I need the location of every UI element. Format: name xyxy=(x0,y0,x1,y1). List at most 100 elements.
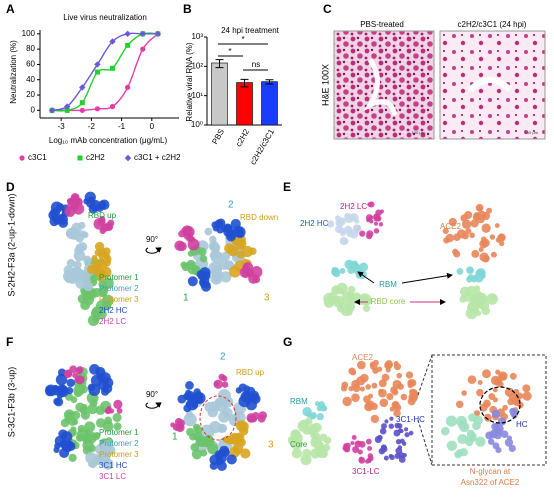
density-blob xyxy=(64,272,75,284)
density-blob xyxy=(53,446,60,454)
density-blob xyxy=(193,425,203,435)
density-blob xyxy=(230,218,241,230)
density-blob xyxy=(397,445,403,450)
density-blob xyxy=(213,381,220,387)
density-blob xyxy=(193,392,206,405)
panel-d: S-2H2-F3a (2-up-1-down) RBD up 90° RBD d… xyxy=(6,193,278,326)
density-blob xyxy=(191,402,199,409)
label: RBM xyxy=(379,280,397,289)
density-blob xyxy=(65,440,74,450)
density-blob xyxy=(58,429,68,439)
density-blob xyxy=(440,426,450,436)
density-blob xyxy=(68,228,76,236)
density-blob xyxy=(495,237,502,243)
density-blob xyxy=(102,277,114,289)
density-blob xyxy=(100,452,111,463)
density-blob xyxy=(490,251,497,258)
label: 2H2 HC xyxy=(300,219,329,228)
marker xyxy=(125,42,131,48)
panel-g xyxy=(417,354,547,466)
density-blob xyxy=(309,431,317,439)
density-blob xyxy=(339,236,348,246)
density-blob xyxy=(323,436,332,445)
density-blob xyxy=(75,375,85,385)
density-blob xyxy=(85,431,98,444)
legend-entry: 3C1 HC xyxy=(99,461,128,470)
density-blob xyxy=(249,247,257,255)
density-blob xyxy=(475,310,482,317)
x-tick-label: PBS xyxy=(210,128,226,146)
y-tick-label: 10¹ xyxy=(191,91,203,100)
density-blob xyxy=(103,258,112,267)
density-blob xyxy=(466,285,477,297)
density-blob xyxy=(354,440,362,448)
density-blob xyxy=(66,258,76,268)
density-blob xyxy=(356,360,366,370)
density-blob xyxy=(453,233,461,241)
structure-title: S-3C1-F3b (3-up) xyxy=(6,367,16,438)
density-blob xyxy=(410,388,418,396)
density-blob xyxy=(394,453,401,459)
density-blob xyxy=(468,267,474,274)
density-blob xyxy=(365,438,372,445)
legend-entry: c2H2 xyxy=(86,153,105,162)
image-title: c2H2/c3C1 (24 hpi) xyxy=(458,20,527,29)
density-blob xyxy=(327,220,335,228)
density-blob xyxy=(388,423,394,429)
density-blob xyxy=(56,203,64,211)
density-blob xyxy=(379,398,389,408)
density-blob xyxy=(189,432,197,441)
density-blob xyxy=(347,285,356,294)
legend-entry: Protomer 3 xyxy=(99,295,139,304)
panel-c: PBS-treated c2H2/c3C1 (24 hpi) H&E 100X … xyxy=(320,20,546,140)
density-blob xyxy=(398,456,406,463)
density-blob xyxy=(212,224,220,232)
density-blob xyxy=(395,438,402,445)
x-tick-label: c2H2/c3C1 xyxy=(248,127,276,166)
density-blob xyxy=(209,454,220,466)
density-blob xyxy=(311,437,319,444)
panel-a: Live virus neutralization Neutralization… xyxy=(9,13,181,162)
density-blob xyxy=(407,397,416,406)
density-blob xyxy=(408,430,414,436)
marker xyxy=(94,69,100,75)
density-blob xyxy=(215,219,223,227)
density-blob xyxy=(400,393,408,401)
density-blob xyxy=(88,384,101,396)
protomer-number: 2 xyxy=(220,352,226,363)
density-blob xyxy=(460,214,468,222)
density-blob xyxy=(384,360,394,369)
marker xyxy=(94,106,101,112)
density-blob xyxy=(221,381,229,388)
inset-frame xyxy=(431,354,547,466)
density-blob xyxy=(456,449,464,457)
density-blob xyxy=(378,388,384,394)
density-blob xyxy=(177,394,187,404)
protomer-number: 1 xyxy=(172,432,178,443)
highlight-circle xyxy=(199,395,237,441)
label: ACE2 xyxy=(440,222,461,231)
density-blob xyxy=(323,292,336,305)
density-blob xyxy=(448,217,457,227)
density-blob xyxy=(373,213,380,220)
density-blob xyxy=(491,409,501,419)
density-blob xyxy=(57,368,66,377)
density-blob xyxy=(471,249,480,258)
marker xyxy=(109,103,116,110)
density-blob xyxy=(93,217,106,230)
density-blob xyxy=(378,222,384,227)
series-line xyxy=(51,32,158,112)
label: 2H2 LC xyxy=(340,202,367,211)
density-blob xyxy=(228,432,241,445)
density-blob xyxy=(479,239,488,249)
y-axis-label: Relative viral RNA (%) xyxy=(185,42,194,121)
density-blob xyxy=(369,215,374,220)
panel-labels: A B C D E F G xyxy=(6,2,332,349)
density-blob xyxy=(408,379,414,385)
density-blob xyxy=(476,215,485,224)
density-blob xyxy=(393,409,401,417)
density-blob xyxy=(101,386,109,393)
density-blob xyxy=(66,378,76,388)
panel-label: F xyxy=(6,335,13,349)
